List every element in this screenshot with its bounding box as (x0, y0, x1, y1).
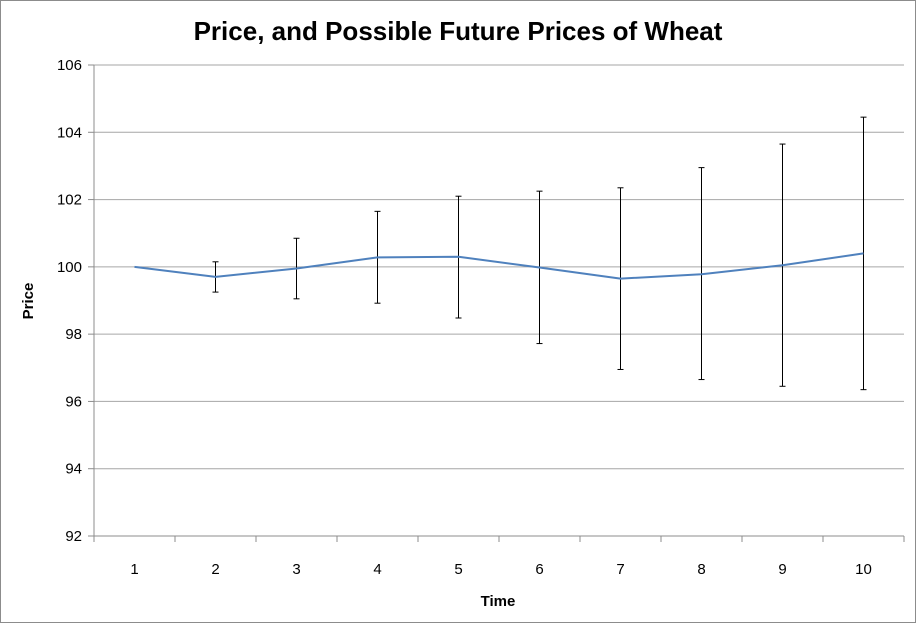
x-tick-label: 3 (292, 561, 300, 578)
y-axis-title: Price (20, 283, 37, 320)
x-tick-label: 9 (778, 561, 786, 578)
x-axis-title: Time (481, 593, 516, 610)
y-tick-labels: 92 94 96 98 100 102 104 106 (57, 57, 82, 545)
y-tick-label: 94 (65, 461, 82, 478)
x-tick-labels: 1 2 3 4 5 6 7 8 9 10 (130, 561, 872, 578)
y-tick-label: 98 (65, 326, 82, 343)
x-tick-label: 10 (855, 561, 872, 578)
x-tick-label: 1 (130, 561, 138, 578)
x-tick-label: 8 (697, 561, 705, 578)
y-tick-label: 106 (57, 57, 82, 74)
chart-title: Price, and Possible Future Prices of Whe… (194, 16, 723, 46)
series (134, 252, 864, 280)
y-tick-label: 92 (65, 528, 82, 545)
x-tick-label: 5 (454, 561, 462, 578)
gridlines (94, 64, 904, 470)
x-tick-label: 2 (211, 561, 219, 578)
x-tick-label: 4 (373, 561, 381, 578)
y-tick-label: 104 (57, 124, 82, 141)
x-tick-label: 6 (535, 561, 543, 578)
x-tick-label: 7 (616, 561, 624, 578)
error-bars (212, 116, 867, 391)
axes (88, 64, 905, 542)
y-tick-label: 102 (57, 192, 82, 209)
series-line (134, 252, 864, 280)
y-tick-label: 96 (65, 393, 82, 410)
y-tick-label: 100 (57, 259, 82, 276)
